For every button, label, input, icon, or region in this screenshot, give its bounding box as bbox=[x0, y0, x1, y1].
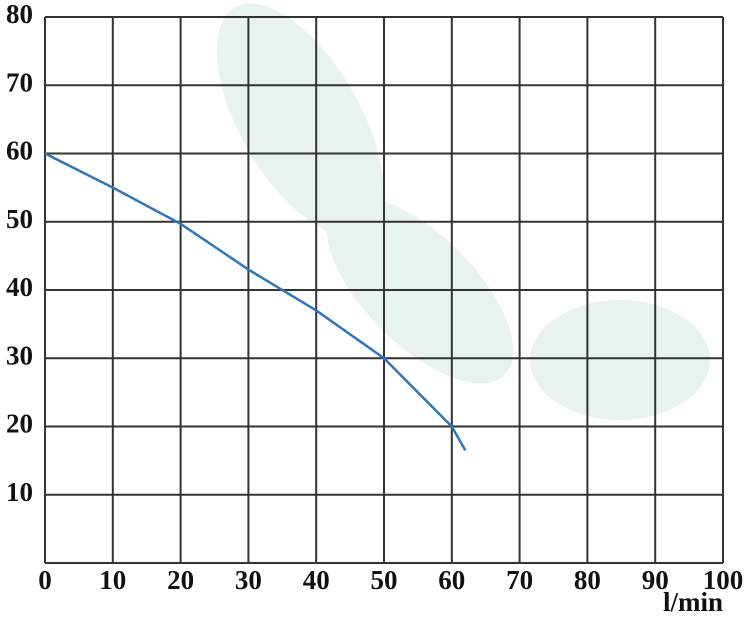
watermark bbox=[216, 3, 710, 420]
x-tick-label: 60 bbox=[438, 565, 465, 595]
y-tick-label: 10 bbox=[6, 477, 33, 507]
x-tick-label: 30 bbox=[235, 565, 262, 595]
x-tick-label: 100 bbox=[703, 565, 744, 595]
y-tick-label: 40 bbox=[6, 272, 33, 302]
y-tick-label: 80 bbox=[6, 0, 33, 29]
y-tick-label: 30 bbox=[6, 340, 33, 370]
x-tick-label: 50 bbox=[371, 565, 398, 595]
y-tick-label: 20 bbox=[6, 409, 33, 439]
y-tick-label: 70 bbox=[6, 67, 33, 97]
x-axis-label: l/min bbox=[663, 587, 723, 617]
x-tick-label: 0 bbox=[38, 565, 52, 595]
x-tick-label: 90 bbox=[642, 565, 669, 595]
y-tick-label: 50 bbox=[6, 204, 33, 234]
y-tick-label: 60 bbox=[6, 136, 33, 166]
x-tick-label: 40 bbox=[303, 565, 330, 595]
x-tick-label: 70 bbox=[506, 565, 533, 595]
line-series bbox=[44, 152, 467, 452]
x-tick-label: 80 bbox=[574, 565, 601, 595]
x-tick-label: 20 bbox=[167, 565, 194, 595]
x-tick-label: 10 bbox=[99, 565, 126, 595]
